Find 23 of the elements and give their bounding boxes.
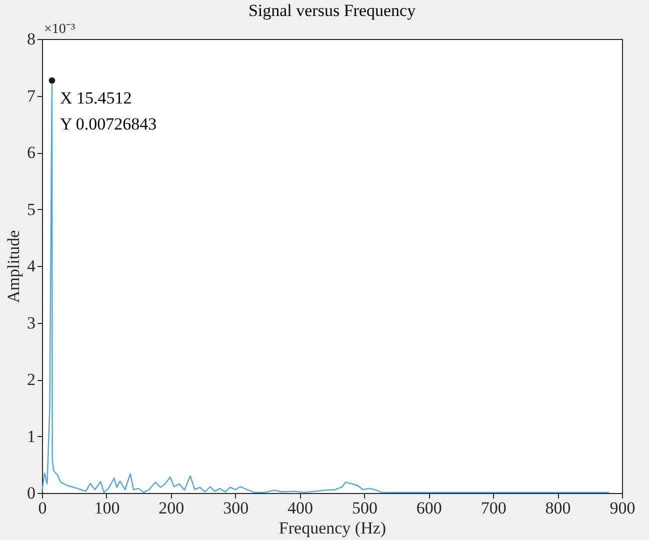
chart-title: Signal versus Frequency <box>248 1 416 20</box>
y-axis-title: Amplitude <box>4 230 23 303</box>
text: ×10⁻³ <box>44 22 76 37</box>
x-tick-label: 900 <box>610 498 636 518</box>
x-tick-label: 400 <box>288 498 314 518</box>
y-tick-label: 1 <box>27 426 36 446</box>
y-tick-label: 7 <box>27 86 36 106</box>
y-tick-label: 0 <box>27 484 36 502</box>
x-tick-label: 500 <box>352 498 378 518</box>
x-axis-title: Frequency (Hz) <box>278 518 386 538</box>
y-tick-label: 8 <box>27 30 36 48</box>
x-tick-label: 700 <box>480 498 506 518</box>
y-tick-label: 5 <box>27 200 36 219</box>
y-tick-label: 3 <box>27 313 36 332</box>
x-tick-label: 300 <box>223 498 249 518</box>
annotation: X 15.4512 Y 0.00726843 <box>60 88 157 134</box>
x-tick-label: 100 <box>94 498 120 518</box>
x-tick-label: 800 <box>545 498 571 518</box>
y-tick-label: 6 <box>27 143 36 162</box>
y-tick-label: 2 <box>27 370 36 389</box>
x-tick-label: 600 <box>416 498 442 518</box>
y-tick-label: 4 <box>27 256 36 276</box>
x-tick-label: 200 <box>158 498 184 518</box>
